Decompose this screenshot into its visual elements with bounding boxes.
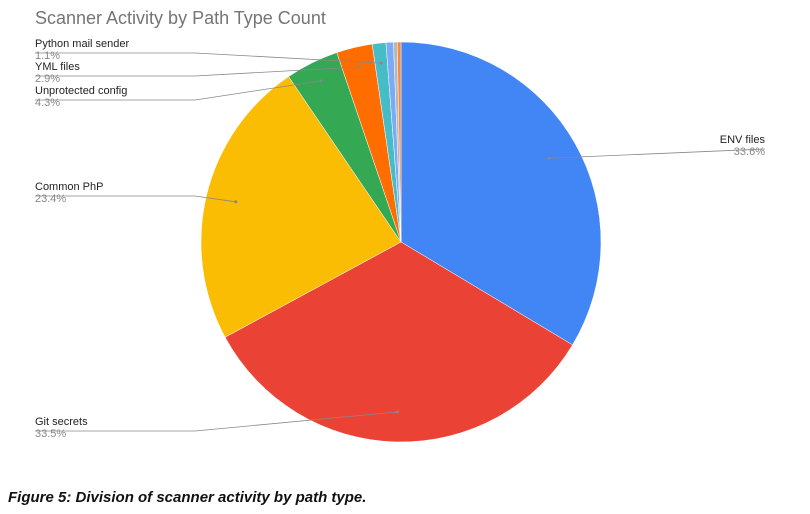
leader-dot	[395, 410, 399, 414]
leader-dot	[234, 200, 238, 204]
pie-slice	[400, 41, 602, 346]
leader-line	[35, 66, 360, 77]
leader-dot	[547, 156, 551, 160]
value-label: 2.9%	[35, 73, 60, 85]
pie-slice	[224, 241, 573, 443]
leader-dot	[319, 79, 323, 83]
leader-line	[35, 195, 236, 203]
leader-line	[35, 411, 398, 432]
leader-line	[548, 148, 766, 159]
value-label: 33.6%	[734, 146, 765, 158]
leader-dot	[357, 65, 361, 69]
caption: Figure 5: Division of scanner activity b…	[8, 489, 366, 506]
leader-line	[35, 80, 321, 101]
leader-line	[35, 52, 382, 64]
legend-label: Git secrets	[35, 416, 88, 428]
value-label: 23.4%	[35, 193, 66, 205]
value-label: 4.3%	[35, 97, 60, 109]
legend-label: Common PhP	[35, 181, 103, 193]
legend-label: Python mail sender	[35, 38, 129, 50]
leader-dot	[379, 61, 383, 65]
value-label: 1.1%	[35, 50, 60, 62]
legend-label: ENV files	[720, 134, 766, 146]
pie-slice	[200, 76, 402, 338]
pie-slice	[396, 41, 402, 243]
legend-label: YML files	[35, 61, 80, 73]
value-label: 33.5%	[35, 428, 66, 440]
chart-title: Scanner Activity by Path Type Count	[35, 8, 326, 28]
legend-label: Unprotected config	[35, 85, 127, 97]
